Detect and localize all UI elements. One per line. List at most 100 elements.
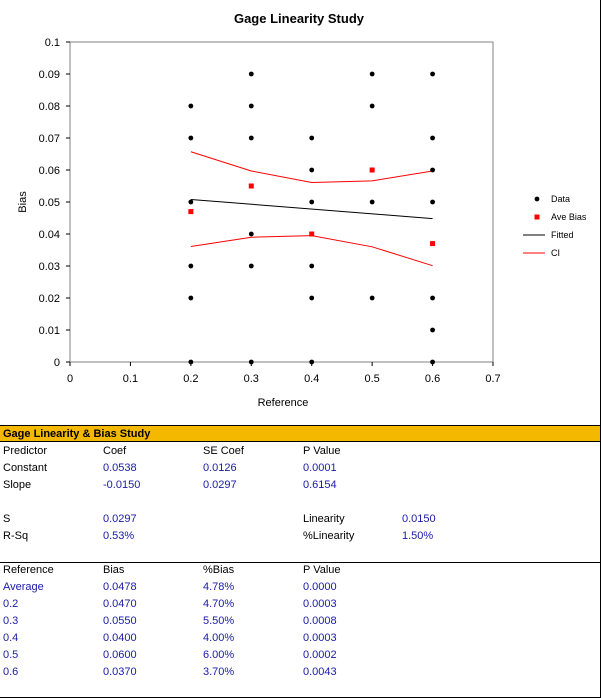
reference-cell: 0.2 bbox=[3, 598, 19, 610]
y-axis-label: Bias bbox=[17, 191, 29, 213]
data-point bbox=[369, 71, 375, 77]
data-point bbox=[309, 199, 315, 205]
data-point bbox=[248, 263, 254, 269]
rsq-value: 0.53% bbox=[103, 530, 135, 542]
x-tick-label: 0.6 bbox=[425, 373, 440, 385]
results-header: Gage Linearity & Bias Study bbox=[0, 425, 600, 442]
data-point bbox=[369, 103, 375, 109]
x-tick-label: 0.2 bbox=[183, 373, 198, 385]
data-point bbox=[430, 167, 435, 173]
data-point bbox=[430, 327, 435, 333]
coef-column-header: P Value bbox=[303, 445, 341, 457]
predictor-name: Slope bbox=[3, 479, 32, 491]
reference-cell: 0.3 bbox=[3, 615, 19, 627]
bias-cell: 4.78% bbox=[203, 581, 235, 593]
bias-cell: 5.50% bbox=[203, 615, 235, 627]
data-point bbox=[430, 199, 435, 205]
data-point bbox=[369, 199, 375, 205]
data-point bbox=[309, 359, 315, 365]
coef-cell: 0.6154 bbox=[303, 479, 337, 491]
data-point bbox=[430, 71, 435, 77]
data-point bbox=[430, 295, 435, 301]
coef-column-header: Predictor bbox=[3, 445, 48, 457]
y-tick-label: 0.03 bbox=[39, 261, 60, 273]
x-tick-label: 0.3 bbox=[244, 373, 259, 385]
y-tick-label: 0.08 bbox=[39, 101, 60, 113]
legend-label: Fitted bbox=[551, 230, 574, 240]
legend-label: CI bbox=[551, 248, 560, 258]
coef-cell: -0.0150 bbox=[103, 479, 141, 491]
x-tick-label: 0.7 bbox=[485, 373, 500, 385]
x-tick-label: 0.5 bbox=[364, 373, 379, 385]
data-point bbox=[188, 199, 194, 205]
reference-cell: 0.5 bbox=[3, 649, 19, 661]
linearity-chart: Gage Linearity Study 0 0.1 0.2 0.3 0.4 0.5 0.6… bbox=[17, 11, 587, 409]
data-point bbox=[430, 135, 435, 141]
ci-upper-line bbox=[190, 151, 433, 183]
coef-cell: 0.0001 bbox=[303, 462, 337, 474]
y-tick-label: 0.05 bbox=[39, 197, 60, 209]
x-axis-label: Reference bbox=[258, 397, 309, 409]
reference-cell: 0.6 bbox=[3, 666, 19, 678]
pct-linearity-value: 1.50% bbox=[402, 530, 434, 542]
x-tick-label: 0 bbox=[67, 373, 73, 385]
reference-cell: 0.4 bbox=[3, 632, 19, 644]
reference-cell: Average bbox=[3, 581, 44, 593]
data-point bbox=[248, 359, 254, 365]
data-point bbox=[188, 263, 194, 269]
bias-cell: 0.0370 bbox=[103, 666, 137, 678]
legend-label: Data bbox=[551, 194, 570, 204]
y-tick-label: 0.01 bbox=[39, 325, 60, 337]
rsq-label: R-Sq bbox=[3, 530, 29, 542]
y-tick-label: 0.07 bbox=[39, 133, 60, 145]
legend-marker-data bbox=[534, 196, 540, 202]
y-tick-label: 0.06 bbox=[39, 165, 60, 177]
bias-cell: 0.0043 bbox=[303, 666, 337, 678]
data-point bbox=[309, 167, 315, 173]
bias-cell: 6.00% bbox=[203, 649, 235, 661]
y-tick-label: 0.09 bbox=[39, 69, 60, 81]
ave-bias-point bbox=[188, 209, 194, 215]
y-tick-label: 0.1 bbox=[45, 37, 60, 49]
bias-cell: 0.0550 bbox=[103, 615, 137, 627]
data-point bbox=[369, 295, 375, 301]
x-tick-label: 0.1 bbox=[123, 373, 138, 385]
data-point bbox=[188, 135, 194, 141]
bias-column-header: %Bias bbox=[203, 564, 235, 576]
legend-marker-ave-bias bbox=[534, 214, 540, 220]
s-label: S bbox=[3, 513, 11, 525]
bias-column-header: P Value bbox=[303, 564, 341, 576]
s-value: 0.0297 bbox=[103, 513, 137, 525]
chart-legend: Data Ave Bias Fitted CI bbox=[523, 194, 587, 258]
y-tick-label: 0.04 bbox=[39, 229, 60, 241]
bias-cell: 0.0003 bbox=[303, 598, 337, 610]
bias-cell: 4.70% bbox=[203, 598, 235, 610]
pct-linearity-label: %Linearity bbox=[303, 530, 355, 542]
linearity-value: 0.0150 bbox=[402, 513, 436, 525]
coef-cell: 0.0297 bbox=[203, 479, 237, 491]
bias-cell: 0.0600 bbox=[103, 649, 137, 661]
bias-cell: 0.0003 bbox=[303, 632, 337, 644]
plot-area bbox=[69, 41, 494, 363]
chart-title: Gage Linearity Study bbox=[234, 11, 365, 26]
data-point bbox=[248, 231, 254, 237]
ave-bias-point bbox=[248, 183, 254, 189]
coef-column-header: Coef bbox=[103, 445, 127, 457]
data-point bbox=[188, 295, 194, 301]
bias-cell: 4.00% bbox=[203, 632, 235, 644]
data-point bbox=[430, 359, 435, 365]
ave-bias-point bbox=[369, 167, 375, 173]
data-point bbox=[309, 135, 315, 141]
ave-bias-point bbox=[430, 241, 436, 247]
bias-column-header: Reference bbox=[3, 564, 54, 576]
data-point bbox=[248, 103, 254, 109]
y-tick-label: 0.02 bbox=[39, 293, 60, 305]
y-tick-label: 0 bbox=[54, 357, 60, 369]
ave-bias-point bbox=[309, 231, 315, 237]
data-point bbox=[188, 103, 194, 109]
linearity-label: Linearity bbox=[303, 513, 345, 525]
bias-cell: 0.0400 bbox=[103, 632, 137, 644]
x-tick-label: 0.4 bbox=[304, 373, 319, 385]
data-point bbox=[248, 135, 254, 141]
legend-label: Ave Bias bbox=[551, 212, 587, 222]
